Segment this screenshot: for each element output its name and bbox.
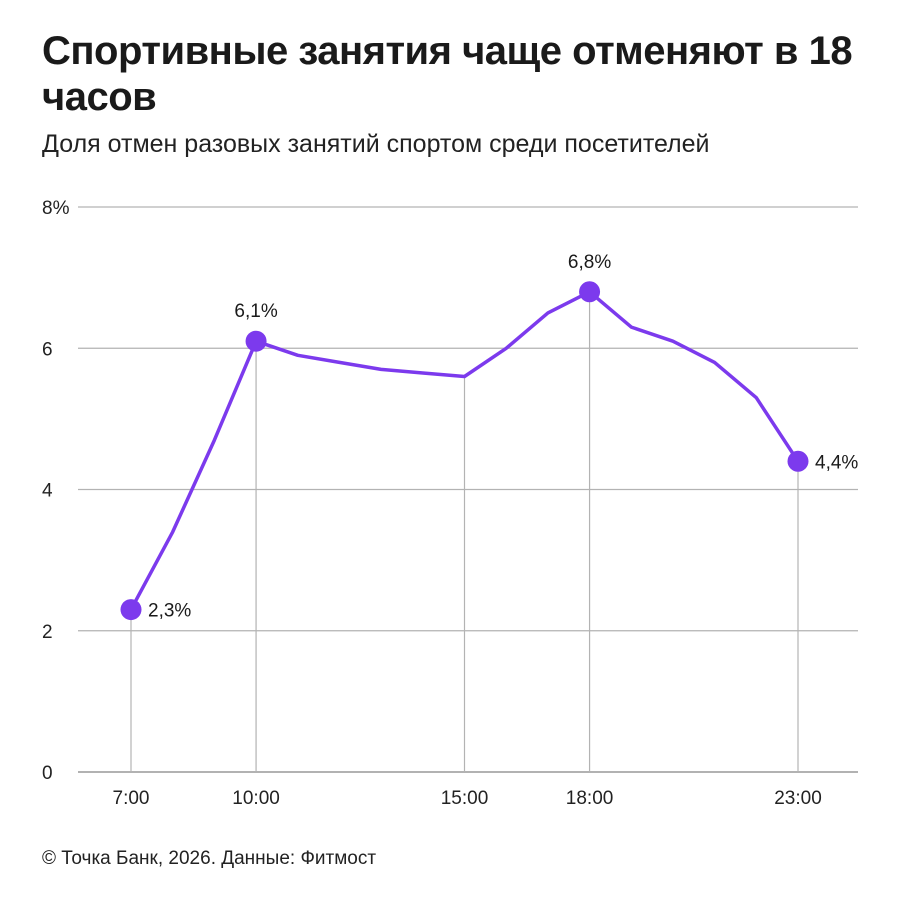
data-label: 2,3% bbox=[148, 601, 191, 622]
x-tick-label: 7:00 bbox=[113, 788, 150, 809]
y-tick-label: 0 bbox=[42, 763, 53, 784]
source-footer: © Точка Банк, 2026. Данные: Фитмост bbox=[42, 848, 377, 869]
y-tick-label: 4 bbox=[42, 481, 53, 502]
x-tick-label: 15:00 bbox=[441, 788, 489, 809]
data-point-marker bbox=[787, 450, 809, 472]
data-point-marker bbox=[245, 330, 267, 352]
data-label: 6,8% bbox=[568, 252, 611, 273]
y-tick-label: 6 bbox=[42, 339, 53, 360]
x-tick-label: 23:00 bbox=[774, 788, 822, 809]
x-tick-label: 10:00 bbox=[232, 788, 280, 809]
chart-subtitle: Доля отмен разовых занятий спортом среди… bbox=[42, 130, 710, 158]
y-tick-label: 2 bbox=[42, 622, 53, 643]
y-tick-label: 8% bbox=[42, 198, 70, 219]
x-tick-label: 18:00 bbox=[566, 788, 614, 809]
data-point-marker bbox=[120, 599, 142, 621]
data-point-marker bbox=[579, 281, 601, 303]
series-line bbox=[129, 290, 800, 612]
chart-title: Спортивные занятия чаще отменяют в 18 ча… bbox=[42, 29, 853, 119]
data-label: 4,4% bbox=[815, 452, 858, 473]
data-label: 6,1% bbox=[234, 301, 277, 322]
